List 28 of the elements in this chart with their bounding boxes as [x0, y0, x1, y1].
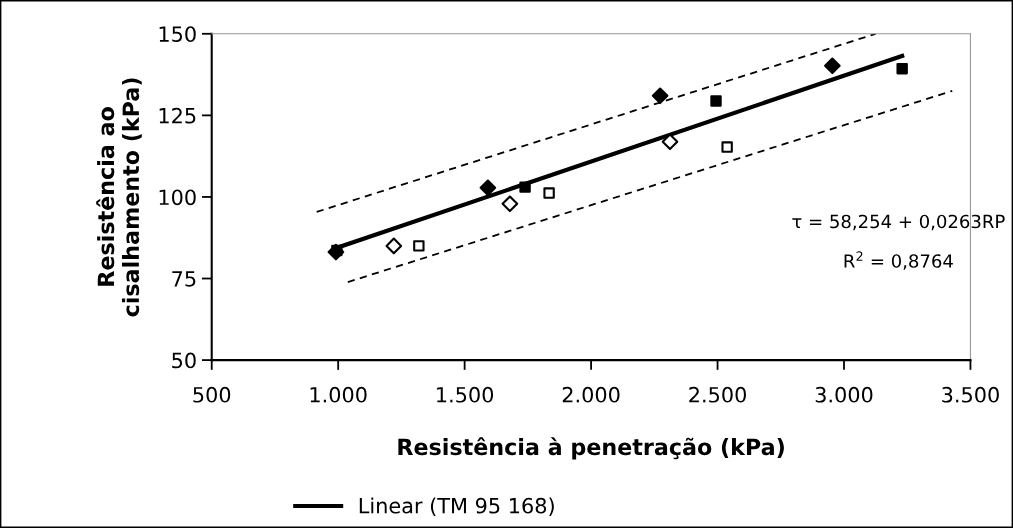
y-axis-title: Resistência ao cisalhamento (kPa)	[96, 78, 142, 317]
x-tick-label: 2.500	[689, 386, 746, 403]
x-axis-title: Resistência à penetração (kPa)	[398, 437, 784, 460]
x-tick-label: 3.000	[815, 386, 873, 403]
y-tick-label: 50	[172, 352, 196, 369]
point	[824, 57, 841, 75]
legend-label: Linear (TM 95 168)	[359, 497, 554, 516]
x-tick-label: 2.000	[562, 386, 620, 403]
point	[501, 195, 519, 213]
point	[385, 237, 403, 255]
annotation: τ = 58,254 + 0,0263RP	[792, 214, 1005, 231]
point	[479, 179, 497, 197]
point	[651, 87, 669, 105]
x-tick-label: 3.500	[942, 386, 999, 403]
y-tick-label: 125	[159, 107, 196, 124]
point	[519, 181, 531, 193]
x-tick-label: 1.000	[310, 386, 367, 403]
point	[721, 141, 733, 153]
y-tick-label: 100	[159, 189, 196, 206]
x-tick-label: 1.500	[437, 386, 494, 403]
point	[543, 187, 555, 199]
y-tick-label: 150	[159, 26, 196, 42]
point	[710, 95, 722, 107]
x-tick-label: 500	[193, 386, 231, 403]
point	[896, 63, 908, 75]
y-tick-label: 75	[172, 271, 196, 287]
point	[413, 240, 425, 252]
annotation: R$^{2}$ = 0,8764	[844, 251, 953, 270]
